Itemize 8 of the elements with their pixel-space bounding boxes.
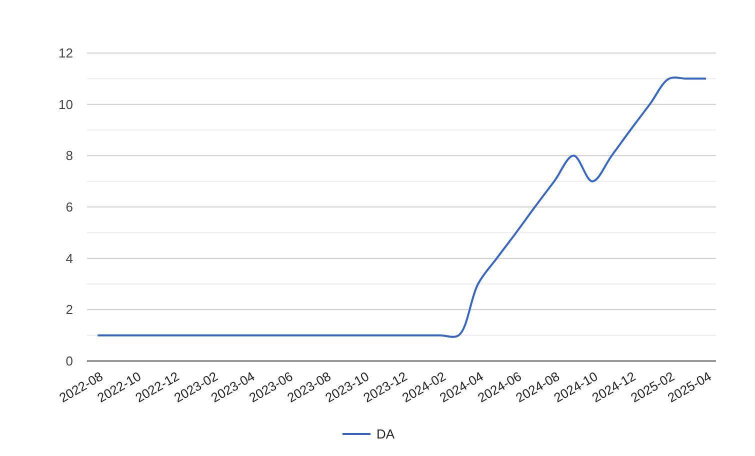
y-tick-label: 8 (66, 148, 73, 164)
y-tick-label: 10 (58, 96, 73, 112)
y-tick-label: 6 (66, 200, 73, 215)
y-tick-label: 2 (66, 302, 73, 318)
y-tick-label: 12 (58, 46, 73, 61)
legend-label: DA (376, 426, 395, 442)
y-tick-label: 0 (66, 354, 73, 369)
y-tick-label: 4 (66, 250, 73, 266)
